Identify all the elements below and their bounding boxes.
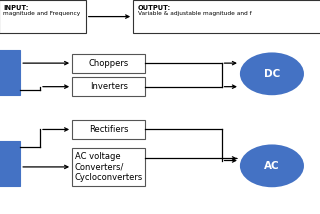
Text: DC: DC xyxy=(264,69,280,79)
Ellipse shape xyxy=(240,52,304,95)
Text: Variable & adjustable magnitude and f: Variable & adjustable magnitude and f xyxy=(138,11,252,16)
Text: Choppers: Choppers xyxy=(89,59,129,68)
Text: OUTPUT:: OUTPUT: xyxy=(138,5,171,11)
FancyBboxPatch shape xyxy=(133,0,320,33)
Text: Rectifiers: Rectifiers xyxy=(89,125,128,134)
FancyBboxPatch shape xyxy=(72,77,145,96)
Text: magnitude and Frequency: magnitude and Frequency xyxy=(4,11,81,16)
FancyBboxPatch shape xyxy=(72,148,145,186)
Text: Inverters: Inverters xyxy=(90,82,128,91)
FancyBboxPatch shape xyxy=(0,0,86,33)
Text: AC voltage
Converters/
Cycloconverters: AC voltage Converters/ Cycloconverters xyxy=(75,152,143,182)
FancyBboxPatch shape xyxy=(0,141,20,186)
FancyBboxPatch shape xyxy=(0,50,20,95)
Ellipse shape xyxy=(240,144,304,187)
FancyBboxPatch shape xyxy=(72,54,145,73)
FancyBboxPatch shape xyxy=(72,120,145,139)
Text: INPUT:: INPUT: xyxy=(4,5,29,11)
Text: AC: AC xyxy=(264,161,280,171)
